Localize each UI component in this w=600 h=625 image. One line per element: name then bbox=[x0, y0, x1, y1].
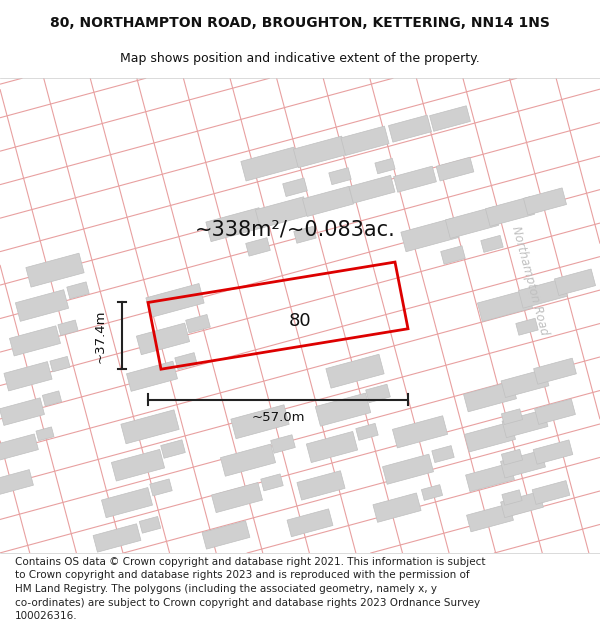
Polygon shape bbox=[478, 289, 533, 322]
Polygon shape bbox=[231, 405, 289, 439]
Polygon shape bbox=[271, 435, 295, 453]
Polygon shape bbox=[466, 463, 514, 492]
Polygon shape bbox=[329, 168, 351, 184]
Text: ~37.4m: ~37.4m bbox=[94, 309, 107, 362]
Polygon shape bbox=[294, 226, 316, 243]
Polygon shape bbox=[175, 352, 197, 369]
Polygon shape bbox=[341, 126, 389, 156]
Polygon shape bbox=[533, 358, 577, 384]
Polygon shape bbox=[307, 431, 358, 462]
Polygon shape bbox=[523, 188, 566, 215]
Polygon shape bbox=[375, 158, 395, 174]
Polygon shape bbox=[500, 492, 544, 518]
Polygon shape bbox=[502, 409, 523, 424]
Polygon shape bbox=[392, 416, 448, 448]
Polygon shape bbox=[516, 318, 538, 335]
Polygon shape bbox=[440, 246, 466, 264]
Polygon shape bbox=[500, 451, 545, 478]
Polygon shape bbox=[436, 157, 474, 181]
Polygon shape bbox=[532, 481, 570, 504]
Polygon shape bbox=[485, 197, 535, 226]
Polygon shape bbox=[261, 474, 283, 491]
Polygon shape bbox=[150, 479, 172, 496]
Polygon shape bbox=[464, 381, 517, 412]
Polygon shape bbox=[0, 398, 44, 426]
Polygon shape bbox=[93, 524, 141, 552]
Polygon shape bbox=[326, 354, 384, 388]
Polygon shape bbox=[518, 279, 568, 308]
Polygon shape bbox=[501, 369, 549, 398]
Polygon shape bbox=[256, 197, 308, 228]
Polygon shape bbox=[0, 469, 34, 495]
Polygon shape bbox=[101, 488, 152, 518]
Polygon shape bbox=[502, 449, 523, 465]
Polygon shape bbox=[4, 362, 52, 391]
Polygon shape bbox=[554, 269, 596, 296]
Polygon shape bbox=[112, 449, 164, 481]
Polygon shape bbox=[356, 423, 378, 441]
Polygon shape bbox=[533, 440, 573, 464]
Polygon shape bbox=[10, 326, 61, 356]
Text: ~338m²/~0.083ac.: ~338m²/~0.083ac. bbox=[195, 220, 396, 240]
Polygon shape bbox=[43, 391, 62, 406]
Polygon shape bbox=[388, 115, 431, 142]
Polygon shape bbox=[287, 509, 333, 537]
Polygon shape bbox=[401, 218, 459, 252]
Polygon shape bbox=[445, 207, 499, 239]
Polygon shape bbox=[502, 410, 548, 437]
Polygon shape bbox=[26, 253, 84, 287]
Polygon shape bbox=[315, 393, 371, 426]
Polygon shape bbox=[185, 314, 211, 333]
Text: ~57.0m: ~57.0m bbox=[251, 411, 305, 424]
Polygon shape bbox=[211, 482, 263, 512]
Polygon shape bbox=[202, 521, 250, 549]
Polygon shape bbox=[349, 176, 395, 203]
Polygon shape bbox=[467, 504, 514, 532]
Polygon shape bbox=[58, 320, 78, 336]
Polygon shape bbox=[365, 384, 391, 402]
Polygon shape bbox=[535, 399, 575, 424]
Text: 80: 80 bbox=[289, 312, 311, 329]
Polygon shape bbox=[382, 454, 434, 484]
Polygon shape bbox=[241, 147, 299, 181]
Polygon shape bbox=[481, 236, 503, 252]
Polygon shape bbox=[297, 471, 345, 500]
Polygon shape bbox=[394, 166, 436, 192]
Polygon shape bbox=[36, 427, 54, 441]
Polygon shape bbox=[139, 516, 161, 533]
Text: 80, NORTHAMPTON ROAD, BROUGHTON, KETTERING, NN14 1NS: 80, NORTHAMPTON ROAD, BROUGHTON, KETTERI… bbox=[50, 16, 550, 31]
Polygon shape bbox=[67, 282, 89, 299]
Text: Map shows position and indicative extent of the property.: Map shows position and indicative extent… bbox=[120, 52, 480, 65]
Polygon shape bbox=[220, 444, 275, 476]
Polygon shape bbox=[127, 361, 178, 391]
Polygon shape bbox=[283, 178, 307, 196]
Polygon shape bbox=[161, 440, 185, 458]
Polygon shape bbox=[50, 356, 70, 372]
Polygon shape bbox=[502, 490, 522, 505]
Polygon shape bbox=[302, 186, 353, 216]
Polygon shape bbox=[136, 323, 190, 354]
Polygon shape bbox=[121, 410, 179, 444]
Polygon shape bbox=[373, 493, 421, 522]
Polygon shape bbox=[146, 284, 204, 318]
Polygon shape bbox=[421, 484, 443, 501]
Polygon shape bbox=[430, 106, 470, 131]
Polygon shape bbox=[432, 446, 454, 462]
Text: Northampton Road: Northampton Road bbox=[509, 224, 551, 336]
Polygon shape bbox=[206, 208, 264, 242]
Polygon shape bbox=[293, 136, 347, 168]
Polygon shape bbox=[464, 422, 515, 452]
Polygon shape bbox=[0, 434, 38, 460]
Text: Contains OS data © Crown copyright and database right 2021. This information is : Contains OS data © Crown copyright and d… bbox=[15, 557, 485, 621]
Polygon shape bbox=[245, 238, 271, 256]
Polygon shape bbox=[16, 290, 68, 321]
